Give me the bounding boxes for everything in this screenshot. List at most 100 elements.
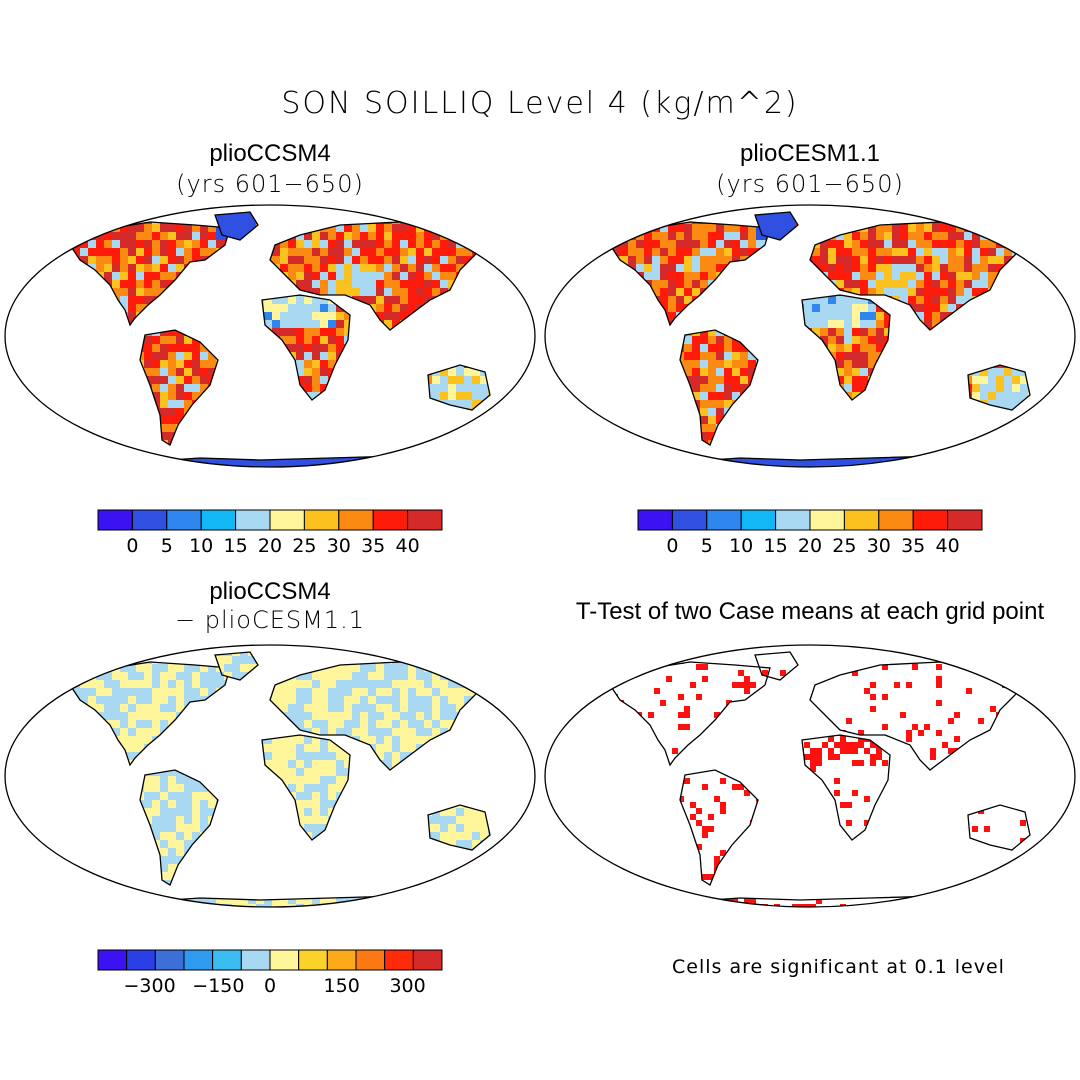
grid-cell [456,208,464,216]
grid-cell [144,222,152,224]
grid-cell [352,200,360,208]
grid-cell [192,248,200,256]
grid-cell [40,448,48,456]
grid-cell [200,240,208,248]
grid-cell [32,224,40,232]
grid-cell [40,216,48,224]
grid-cell [16,224,24,232]
grid-cell [512,472,520,475]
grid-cell [80,232,88,240]
grid-cell [528,232,536,240]
grid-cell [40,216,48,224]
grid-cell [360,464,368,472]
grid-cell [0,456,8,464]
grid-cell [8,432,16,440]
grid-cell [112,456,120,464]
grid-cell [424,456,432,464]
grid-cell [96,440,104,448]
grid-cell [376,464,384,472]
grid-cell [32,208,40,216]
grid-cell [8,384,16,392]
grid-cell [496,408,504,416]
grid-cell [24,464,32,472]
grid-cell [48,424,56,432]
grid-cell [504,224,512,232]
grid-cell [32,400,40,408]
grid-cell [48,440,56,448]
grid-cell [96,464,104,472]
grid-cell [184,464,192,472]
grid-cell [104,208,112,216]
grid-cell [400,456,408,464]
grid-cell [472,200,480,208]
grid-cell [424,456,432,464]
grid-cell [8,248,16,256]
grid-cell [128,456,136,464]
grid-cell [88,464,96,472]
grid-cell [416,472,424,475]
grid-cell [40,224,48,232]
grid-cell [48,464,56,472]
grid-cell [0,256,8,264]
grid-cell [208,472,216,475]
grid-cell [24,200,32,208]
grid-cell [200,464,208,472]
grid-cell [72,440,80,448]
grid-cell [240,224,248,232]
grid-cell [496,448,504,456]
grid-cell [232,212,240,216]
grid-cell [408,456,416,464]
grid-cell [72,464,80,472]
grid-cell [384,464,392,472]
grid-cell [24,424,32,432]
grid-cell [496,432,504,440]
grid-cell [160,200,168,208]
grid-cell [416,216,424,224]
grid-cell [328,200,336,208]
grid-cell [40,424,48,432]
grid-cell [512,240,520,248]
grid-cell [512,264,520,272]
grid-cell [480,200,488,208]
grid-cell [456,448,464,456]
grid-cell [280,472,288,475]
grid-cell [184,248,192,256]
grid-cell [16,384,24,392]
grid-cell [408,448,416,456]
grid-cell [408,216,416,224]
grid-cell [520,232,528,240]
grid-cell [416,472,424,475]
grid-cell [0,448,8,456]
grid-cell [456,216,464,224]
grid-cell [136,472,144,475]
grid-cell [512,224,520,232]
grid-cell [144,240,152,248]
grid-cell [8,232,16,240]
grid-cell [136,472,144,475]
grid-cell [80,472,88,475]
grid-cell [120,240,128,248]
grid-cell [128,456,136,464]
grid-cell [96,456,104,464]
grid-cell [16,408,24,416]
grid-cell [88,448,96,456]
grid-cell [528,272,536,280]
grid-cell [136,272,144,280]
grid-cell [0,408,8,416]
grid-cell [96,256,104,264]
grid-cell [0,432,8,440]
grid-cell [528,224,536,232]
grid-cell [528,240,536,248]
grid-cell [24,432,32,440]
grid-cell [112,464,120,472]
grid-cell [24,432,32,440]
grid-cell [0,264,8,272]
grid-cell [136,456,144,464]
grid-cell [488,456,496,464]
panel2-title: plioCESM1.1 [630,140,990,168]
grid-cell [24,264,32,272]
grid-cell [472,216,480,224]
grid-cell [448,216,456,224]
grid-cell [0,272,8,280]
grid-cell [112,248,120,256]
